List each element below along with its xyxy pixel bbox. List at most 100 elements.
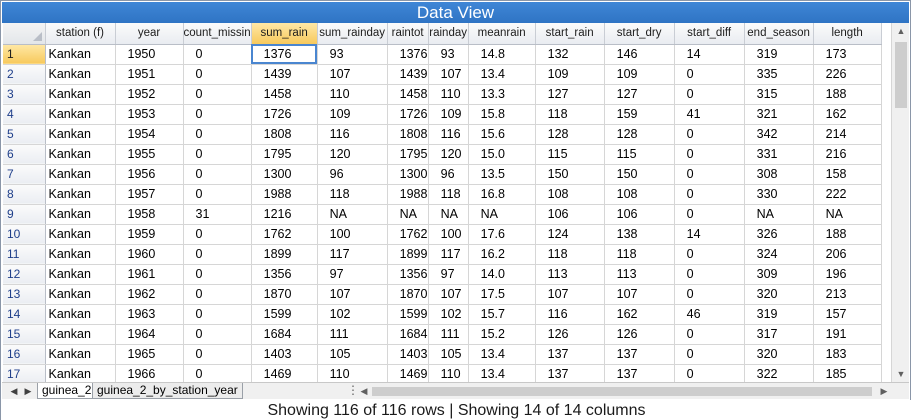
table-cell[interactable]: 106 (535, 204, 605, 225)
table-cell[interactable]: 1439 (251, 64, 318, 85)
table-cell[interactable]: 213 (813, 284, 882, 305)
table-row[interactable]: 4 Kankan 1953 0 1726 109 1726 109 15.8 118 159 41 32… (3, 104, 882, 125)
table-cell[interactable]: 1762 (251, 224, 318, 245)
table-cell[interactable]: 183 (813, 344, 882, 365)
chevron-down-icon[interactable]: ▼ (896, 369, 906, 379)
table-cell[interactable]: Kankan (45, 244, 116, 265)
table-cell[interactable]: 107 (317, 64, 388, 85)
table-cell[interactable]: 14 (674, 44, 745, 65)
table-cell[interactable]: 126 (535, 324, 605, 345)
table-cell[interactable]: 0 (183, 64, 252, 85)
table-cell[interactable]: 1899 (251, 244, 318, 265)
table-cell[interactable]: 1952 (115, 84, 184, 105)
table-cell[interactable]: 93 (317, 44, 388, 65)
table-cell[interactable]: 1958 (115, 204, 184, 225)
row-header[interactable]: 3 (3, 84, 46, 105)
table-cell[interactable]: 97 (317, 264, 388, 285)
table-cell[interactable]: Kankan (45, 364, 116, 382)
table-cell[interactable]: 46 (674, 304, 745, 325)
table-cell[interactable]: 0 (183, 264, 252, 285)
table-cell[interactable]: 127 (535, 84, 605, 105)
table-cell[interactable]: Kankan (45, 144, 116, 165)
table-cell[interactable]: 137 (604, 364, 675, 382)
table-cell[interactable]: 102 (317, 304, 388, 325)
table-cell[interactable]: 1955 (115, 144, 184, 165)
table-cell[interactable]: 1959 (115, 224, 184, 245)
table-cell[interactable]: 1954 (115, 124, 184, 145)
table-cell[interactable]: 1469 (251, 364, 318, 382)
table-cell[interactable]: 105 (428, 344, 469, 365)
table-cell[interactable]: 14 (674, 224, 745, 245)
table-cell[interactable]: 102 (428, 304, 469, 325)
table-cell[interactable]: 0 (674, 64, 745, 85)
table-cell[interactable]: 127 (604, 84, 675, 105)
table-cell[interactable]: 0 (674, 284, 745, 305)
table-cell[interactable]: 15.6 (468, 124, 536, 145)
table-cell[interactable]: 116 (317, 124, 388, 145)
chevron-up-icon[interactable]: ▲ (896, 26, 906, 36)
row-header[interactable]: 7 (3, 164, 46, 185)
selected-cell[interactable]: 1376 (251, 44, 318, 65)
table-cell[interactable]: 118 (317, 184, 388, 205)
table-cell[interactable]: 96 (428, 164, 469, 185)
sheet-tab-guinea-2-by-station-year[interactable]: guinea_2_by_station_year (92, 383, 243, 399)
table-cell[interactable]: 315 (744, 84, 814, 105)
table-cell[interactable]: 110 (317, 84, 388, 105)
table-cell[interactable]: 116 (535, 304, 605, 325)
table-cell[interactable]: 120 (317, 144, 388, 165)
table-cell[interactable]: 150 (535, 164, 605, 185)
table-cell[interactable]: 13.3 (468, 84, 536, 105)
table-cell[interactable]: NA (317, 204, 388, 225)
table-cell[interactable]: 117 (317, 244, 388, 265)
table-cell[interactable]: 115 (604, 144, 675, 165)
table-cell[interactable]: 1458 (251, 84, 318, 105)
table-cell[interactable]: 137 (535, 344, 605, 365)
table-cell[interactable]: 214 (813, 124, 882, 145)
table-cell[interactable]: NA (428, 204, 469, 225)
column-header[interactable]: rainday (428, 23, 469, 45)
table-cell[interactable]: 13.4 (468, 364, 536, 382)
table-cell[interactable]: 1376 (387, 44, 429, 65)
table-cell[interactable]: Kankan (45, 64, 116, 85)
table-cell[interactable]: NA (744, 204, 814, 225)
chevron-left-icon[interactable]: ◀ (360, 386, 368, 396)
table-cell[interactable]: 0 (183, 344, 252, 365)
table-cell[interactable]: 0 (674, 344, 745, 365)
table-cell[interactable]: 108 (535, 184, 605, 205)
table-cell[interactable]: 0 (183, 364, 252, 382)
table-cell[interactable]: 185 (813, 364, 882, 382)
table-cell[interactable]: 0 (183, 244, 252, 265)
table-cell[interactable]: 0 (183, 104, 252, 125)
table-cell[interactable]: 1961 (115, 264, 184, 285)
table-cell[interactable]: 0 (183, 164, 252, 185)
row-header[interactable]: 17 (3, 364, 46, 382)
table-cell[interactable]: 1957 (115, 184, 184, 205)
table-cell[interactable]: NA (468, 204, 536, 225)
table-cell[interactable]: 188 (813, 84, 882, 105)
table-cell[interactable]: 128 (535, 124, 605, 145)
table-cell[interactable]: 1726 (387, 104, 429, 125)
table-cell[interactable]: 0 (183, 124, 252, 145)
sheet-tab-guinea-2[interactable]: guinea_2 (37, 383, 97, 399)
table-cell[interactable]: 162 (604, 304, 675, 325)
table-cell[interactable]: 109 (604, 64, 675, 85)
table-cell[interactable]: 13.5 (468, 164, 536, 185)
table-cell[interactable]: 1870 (251, 284, 318, 305)
table-cell[interactable]: 1684 (251, 324, 318, 345)
table-cell[interactable]: 109 (317, 104, 388, 125)
table-cell[interactable]: 15.8 (468, 104, 536, 125)
table-cell[interactable]: 330 (744, 184, 814, 205)
table-cell[interactable]: 0 (183, 324, 252, 345)
column-header[interactable]: end_season (744, 23, 814, 45)
table-cell[interactable]: 1956 (115, 164, 184, 185)
table-cell[interactable]: Kankan (45, 164, 116, 185)
table-cell[interactable]: 1988 (387, 184, 429, 205)
table-cell[interactable]: 326 (744, 224, 814, 245)
table-cell[interactable]: Kankan (45, 344, 116, 365)
table-cell[interactable]: Kankan (45, 84, 116, 105)
table-cell[interactable]: 322 (744, 364, 814, 382)
vertical-scroll-thumb[interactable] (895, 42, 907, 108)
table-cell[interactable]: Kankan (45, 44, 116, 65)
table-cell[interactable]: 107 (428, 64, 469, 85)
table-cell[interactable]: Kankan (45, 104, 116, 125)
